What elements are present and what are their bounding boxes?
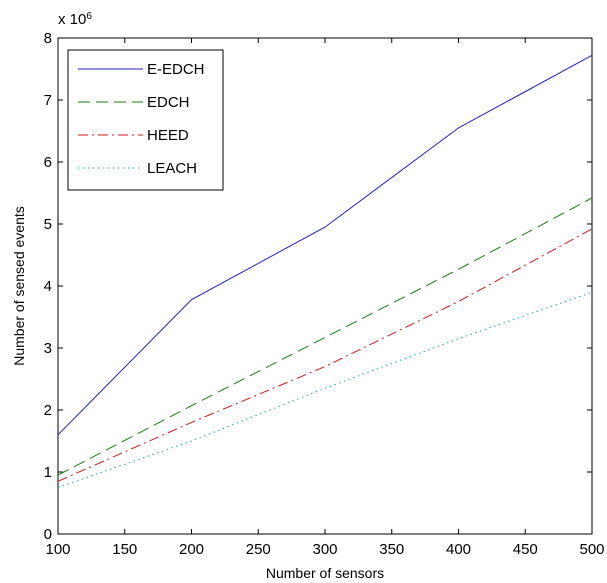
x-tick-label: 450 <box>513 541 538 558</box>
series-line-heed <box>57 228 593 482</box>
axis-ticks <box>57 37 593 535</box>
y-multiplier-base: x 10 <box>58 11 86 28</box>
y-tick-label: 5 <box>44 216 52 233</box>
y-tick-label: 8 <box>44 30 52 47</box>
x-tick-label: 300 <box>312 541 337 558</box>
y-tick-label: 3 <box>44 340 52 357</box>
y-multiplier-exponent: 6 <box>86 11 92 22</box>
x-tick-label: 250 <box>246 541 271 558</box>
y-axis-multiplier: x 106 <box>58 11 92 29</box>
axis-tick-labels: 100 150 200 250 300 350 400 450 500 0 1 2 3 4 5 6 7 8 <box>44 30 605 558</box>
x-tick-label: 200 <box>179 541 204 558</box>
series-lines <box>57 54 593 488</box>
x-tick-label: 150 <box>112 541 137 558</box>
x-tick-label: 400 <box>446 541 471 558</box>
y-tick-label: 7 <box>44 92 52 109</box>
legend-label-e-edch: E-EDCH <box>147 61 205 78</box>
y-tick-label: 2 <box>44 402 52 419</box>
y-tick-label: 0 <box>44 526 52 543</box>
x-tick-label: 100 <box>45 541 70 558</box>
x-tick-label: 350 <box>379 541 404 558</box>
y-tick-label: 6 <box>44 154 52 171</box>
legend: E-EDCH EDCH HEED LEACH <box>67 49 224 191</box>
legend-label-heed: HEED <box>147 127 189 144</box>
series-line-e-edch <box>57 54 593 436</box>
y-tick-label: 1 <box>44 464 52 481</box>
y-axis-title: Number of sensed events <box>11 206 27 366</box>
x-tick-label: 500 <box>579 541 604 558</box>
legend-label-leach: LEACH <box>147 160 197 177</box>
series-line-edch <box>57 197 593 476</box>
y-tick-label: 4 <box>44 278 52 295</box>
x-axis-title: Number of sensors <box>266 565 384 581</box>
legend-box <box>67 49 224 191</box>
legend-label-edch: EDCH <box>147 94 190 111</box>
